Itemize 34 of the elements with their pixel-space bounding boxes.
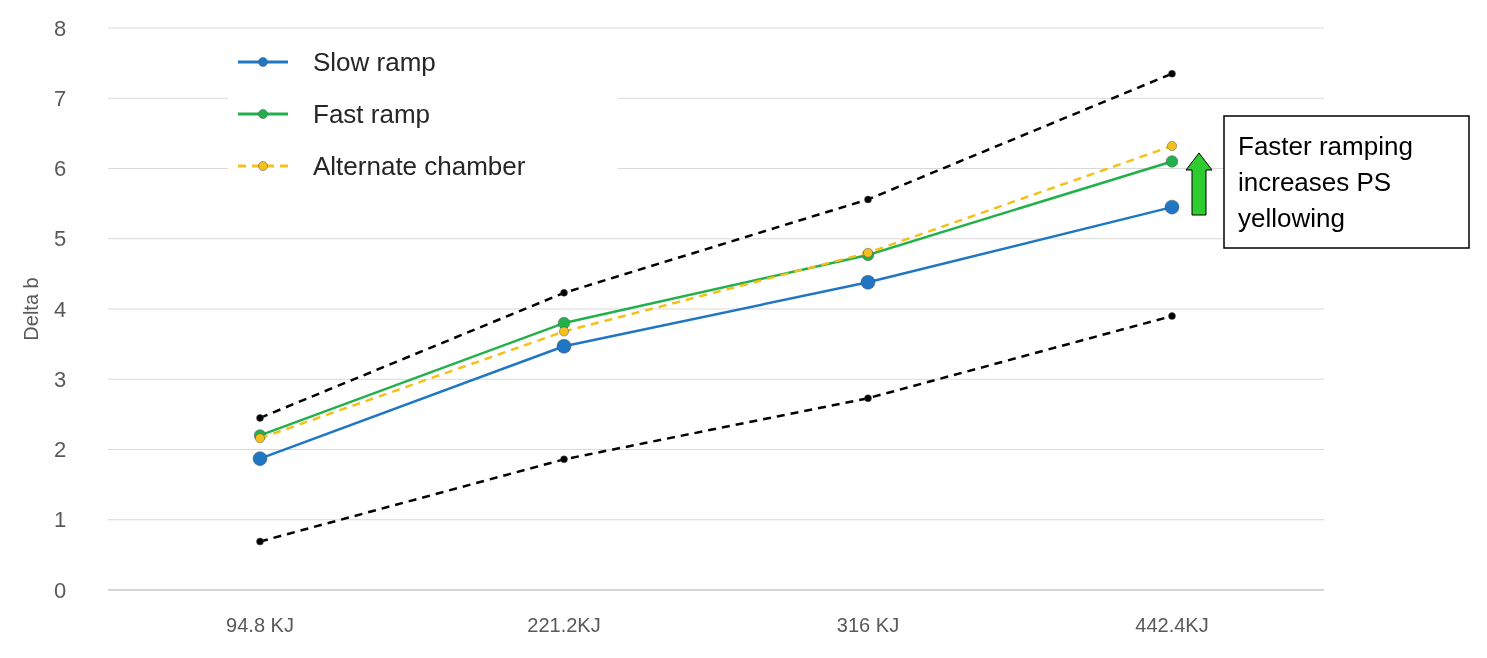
point — [860, 275, 876, 290]
y-tick-label: 0 — [53, 577, 67, 603]
y-tick-label: 6 — [53, 156, 67, 182]
point — [252, 451, 268, 466]
x-tick-label: 94.8 KJ — [226, 614, 294, 636]
y-tick-label: 5 — [53, 226, 67, 252]
x-tick-label: 316 KJ — [836, 614, 900, 636]
legend-label: Alternate chamber — [313, 151, 526, 182]
annotation: Faster ramping increases PS yellowing — [1238, 131, 1413, 233]
point — [1168, 312, 1176, 320]
y-tick-label: 3 — [53, 366, 67, 392]
y-axis-title: Delta b — [20, 277, 42, 341]
y-tick-label: 4 — [53, 296, 67, 322]
x-tick-label: 442.4KJ — [1135, 614, 1209, 636]
y-tick-label: 2 — [53, 437, 67, 463]
point — [256, 414, 264, 422]
point — [864, 195, 872, 204]
y-tick-label: 1 — [53, 507, 67, 533]
point — [559, 326, 569, 337]
point — [1165, 155, 1179, 168]
legend-label: Slow ramp — [313, 47, 436, 78]
y-tick-label: 8 — [53, 15, 67, 41]
point — [1168, 69, 1176, 78]
point — [560, 455, 568, 464]
y-tick-label: 7 — [53, 85, 67, 111]
x-tick-label: 221.2KJ — [527, 614, 601, 636]
point — [1167, 141, 1177, 151]
point — [560, 289, 568, 297]
point — [256, 537, 264, 546]
point — [556, 338, 572, 354]
point — [864, 394, 872, 402]
point — [255, 433, 265, 444]
legend-label: Fast ramp — [313, 99, 431, 130]
point — [1164, 199, 1180, 215]
